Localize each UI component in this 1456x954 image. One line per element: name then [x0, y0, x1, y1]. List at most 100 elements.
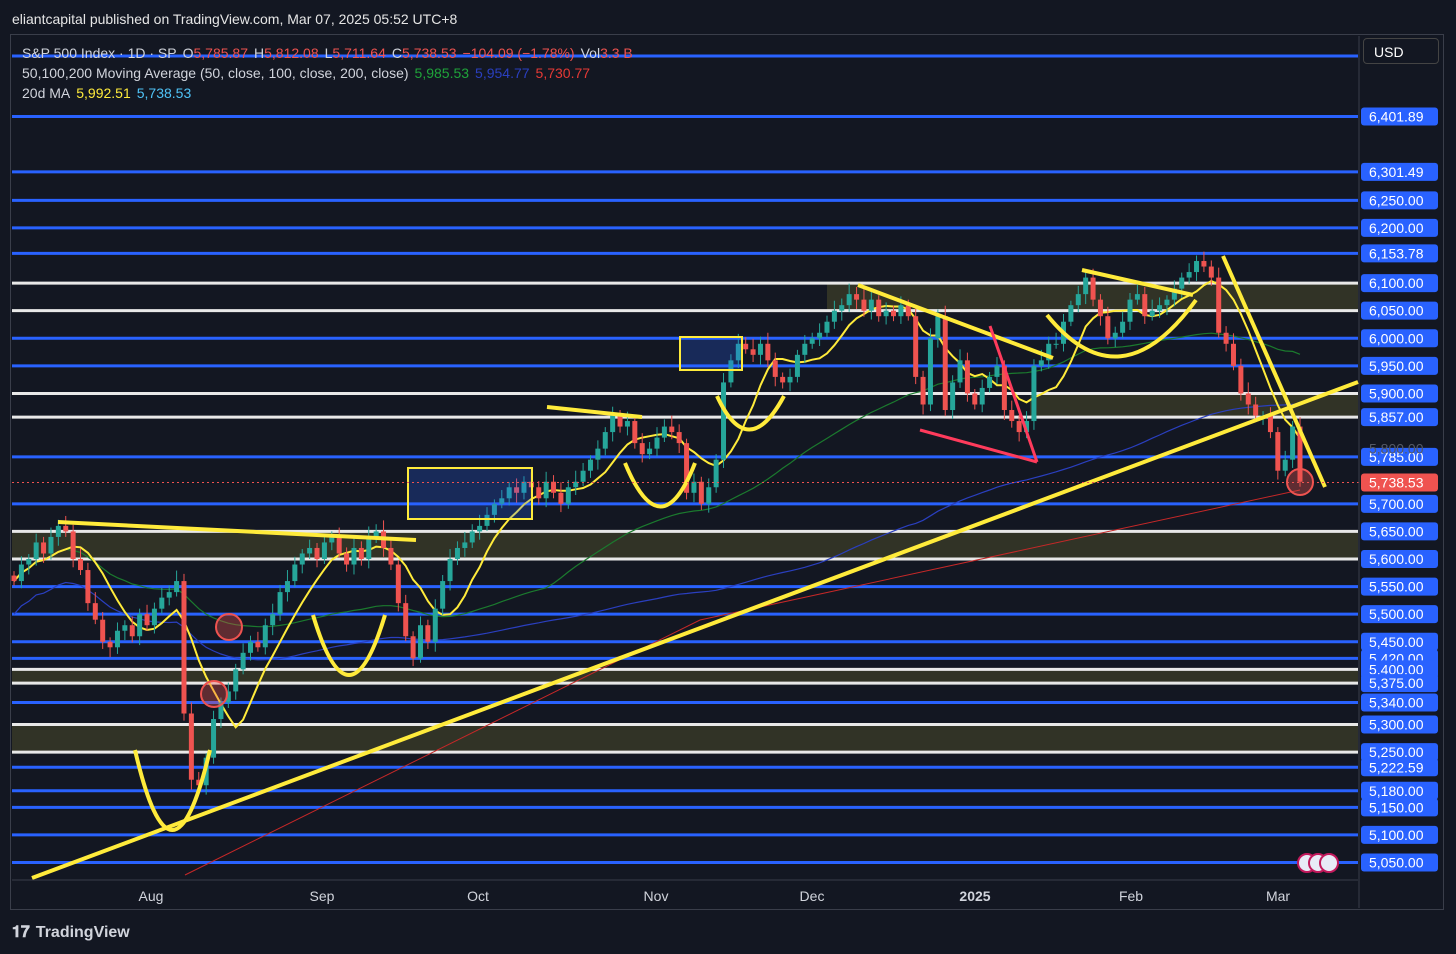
candle-body [780, 376, 786, 383]
time-tick-label: 2025 [959, 888, 990, 904]
candle-body [1253, 404, 1259, 416]
candle-body [92, 603, 98, 620]
price-label: 5,450.00 [1369, 634, 1424, 650]
price-axis: 6,401.89 6,301.49 6,250.00 6,200.00 6,153.78… [1361, 107, 1438, 872]
candles [11, 251, 1303, 795]
trendline-oct [546, 405, 643, 419]
candle-body [196, 779, 202, 786]
time-tick-label: Dec [800, 888, 825, 904]
price-label-bg [1361, 447, 1438, 466]
price-label-bg [1361, 274, 1438, 293]
price-label: 5,180.00 [1369, 783, 1424, 799]
candle-body [1208, 266, 1214, 278]
candle-body [403, 603, 409, 637]
price-label: 5,300.00 [1369, 717, 1424, 733]
candle-body [358, 547, 364, 559]
candle-body [122, 625, 128, 631]
cup-curve [1045, 298, 1198, 359]
zone-band [1030, 393, 1358, 418]
candle-body [233, 669, 239, 692]
candle-body [565, 487, 571, 504]
candle-body [1068, 305, 1074, 322]
price-label: 5,500.00 [1369, 606, 1424, 622]
price-label: 6,200.00 [1369, 220, 1424, 236]
ma20-name: 20d MA [22, 85, 71, 101]
candle-body [107, 641, 113, 648]
time-tick-label: Aug [139, 888, 164, 904]
tradingview-logo-icon: 𝟏𝟕 [12, 924, 30, 941]
zone-band [12, 531, 1358, 559]
price-label: 5,650.00 [1369, 523, 1424, 539]
candle-body [344, 553, 350, 565]
candle-body [270, 614, 276, 626]
consolidation-box [679, 336, 743, 371]
falling-wedge [919, 325, 1039, 464]
ma20-value-b: 5,738.53 [136, 85, 192, 101]
price-label-bg [1361, 781, 1438, 800]
candle-body [1120, 321, 1126, 333]
candle-body [854, 294, 860, 300]
candle-body [18, 564, 24, 582]
candle-body [950, 382, 956, 411]
price-label-bg [1361, 743, 1438, 762]
candle-body [1171, 288, 1177, 300]
price-label-bg [1361, 244, 1438, 263]
candle-body [1024, 421, 1030, 433]
candle-body [543, 481, 549, 499]
time-tick-label: Nov [644, 888, 669, 904]
candle-body [1097, 299, 1103, 317]
price-label: 5,785.00 [1369, 449, 1424, 465]
candle-body [1105, 316, 1111, 339]
price-levels [12, 54, 1358, 864]
candle-body [595, 448, 601, 460]
price-label: 5,340.00 [1369, 694, 1424, 710]
candle-body [1016, 421, 1022, 433]
candle-body [70, 531, 76, 559]
candle-body [1090, 277, 1096, 300]
trendline-dec [857, 283, 1054, 360]
candle-body [41, 542, 47, 554]
currency-button[interactable]: USD [1363, 38, 1439, 64]
candle-body [632, 421, 638, 444]
chart-frame[interactable] [10, 34, 1444, 910]
price-label-bg [1361, 384, 1438, 403]
candle-body [1157, 305, 1163, 311]
candle-body [817, 332, 823, 339]
price-label: 5,100.00 [1369, 827, 1424, 843]
candle-body [1179, 277, 1185, 289]
candle-body [284, 581, 290, 593]
candle-body [935, 316, 941, 339]
price-label: 5,700.00 [1369, 496, 1424, 512]
candle-body [913, 316, 919, 377]
candle-body [373, 531, 379, 537]
price-label-bg [1361, 494, 1438, 513]
candle-body [499, 498, 505, 504]
candle-body [580, 470, 586, 482]
price-label-bg [1361, 301, 1438, 320]
candle-body [491, 503, 497, 515]
candle-body [11, 575, 17, 582]
price-label: 5,250.00 [1369, 744, 1424, 760]
ma-name: 50,100,200 Moving Average (50, close, 10… [22, 65, 409, 81]
legend-ohlc: S&P 500 Index · 1D · SP O5,785.87 H5,812.0… [22, 45, 639, 61]
price-label-bg [1361, 632, 1438, 651]
price-label-bg [1361, 408, 1438, 427]
candle-body [1230, 343, 1236, 366]
tradingview-brand: 𝟏𝟕 TradingView [12, 924, 130, 942]
candle-body [78, 558, 84, 571]
candle-body [225, 691, 231, 703]
us-flag-icon [1319, 853, 1339, 873]
candle-body [979, 387, 985, 405]
candle-body [417, 625, 423, 659]
candle-body [1038, 360, 1044, 366]
price-label-bg [1361, 549, 1438, 568]
time-axis: Aug Sep Oct Nov Dec 2025 Feb Mar [12, 36, 1360, 908]
candle-body [713, 459, 719, 488]
candle-body [654, 437, 660, 449]
candle-body [506, 487, 512, 499]
candle-body [240, 652, 246, 670]
candle-body [114, 630, 120, 648]
candle-body [521, 481, 527, 493]
price-label: 5,600.00 [1369, 551, 1424, 567]
